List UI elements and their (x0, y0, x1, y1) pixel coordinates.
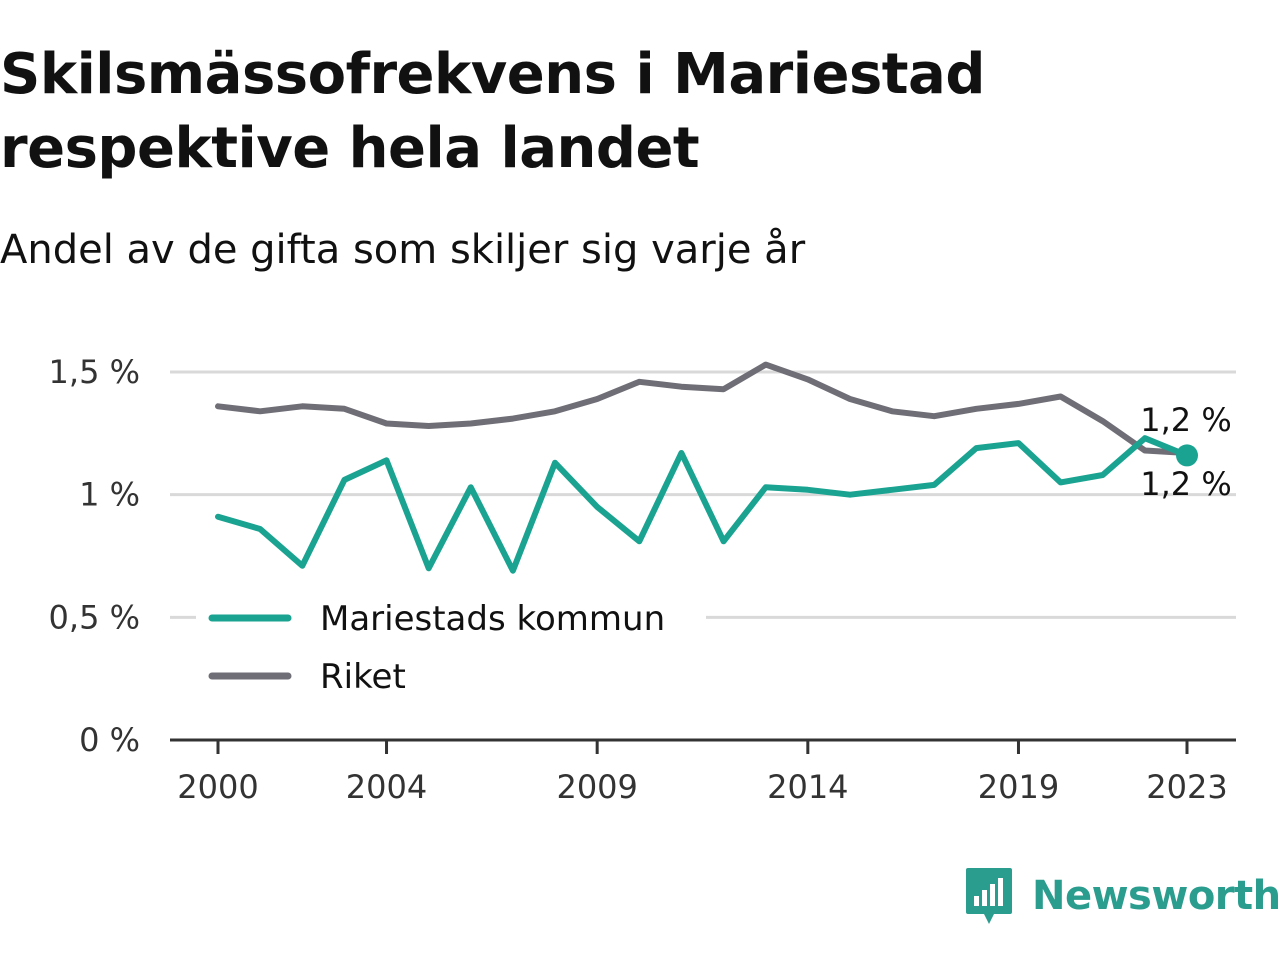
end-label-riket: 1,2 % (1140, 401, 1231, 439)
y-tick-label: 0 % (79, 721, 140, 759)
end-point-mariestad (1176, 444, 1198, 467)
legend-label: Riket (320, 657, 406, 697)
x-axis: 2000 2004 2009 2014 2019 2023 (170, 738, 1236, 806)
y-tick-label: 1 % (79, 476, 140, 514)
x-tick-label: 2014 (767, 768, 848, 806)
y-tick-label: 1,5 % (49, 353, 140, 391)
x-tick-label: 2000 (177, 768, 258, 806)
x-tick-label: 2023 (1146, 768, 1227, 806)
series-line-riket (215, 361, 1190, 456)
brand-name: Newsworthy (1032, 873, 1280, 919)
series-lines (215, 361, 1198, 574)
end-labels: 1,2 % 1,2 % (1140, 401, 1231, 503)
newsworthy-bar-chart-icon (966, 868, 1012, 924)
series-line-mariestad (215, 435, 1190, 574)
x-tick-label: 2009 (556, 768, 637, 806)
chart-subtitle: Andel av de gifta som skiljer sig varje … (0, 227, 806, 273)
newsworthy-logo: Newsworthy (964, 864, 1280, 928)
legend: Mariestads kommun Riket (196, 592, 706, 702)
legend-background (196, 592, 706, 702)
end-label-mariestad: 1,2 % (1140, 465, 1231, 503)
x-tick-label: 2004 (346, 768, 427, 806)
chart-title: Skilsmässofrekvens i Mariestad respektiv… (0, 42, 985, 181)
x-tick-label: 2019 (978, 768, 1059, 806)
y-axis-ticks: 0 % 0,5 % 1 % 1,5 % (49, 353, 140, 759)
y-tick-label: 0,5 % (49, 598, 140, 636)
legend-label: Mariestads kommun (320, 599, 665, 639)
